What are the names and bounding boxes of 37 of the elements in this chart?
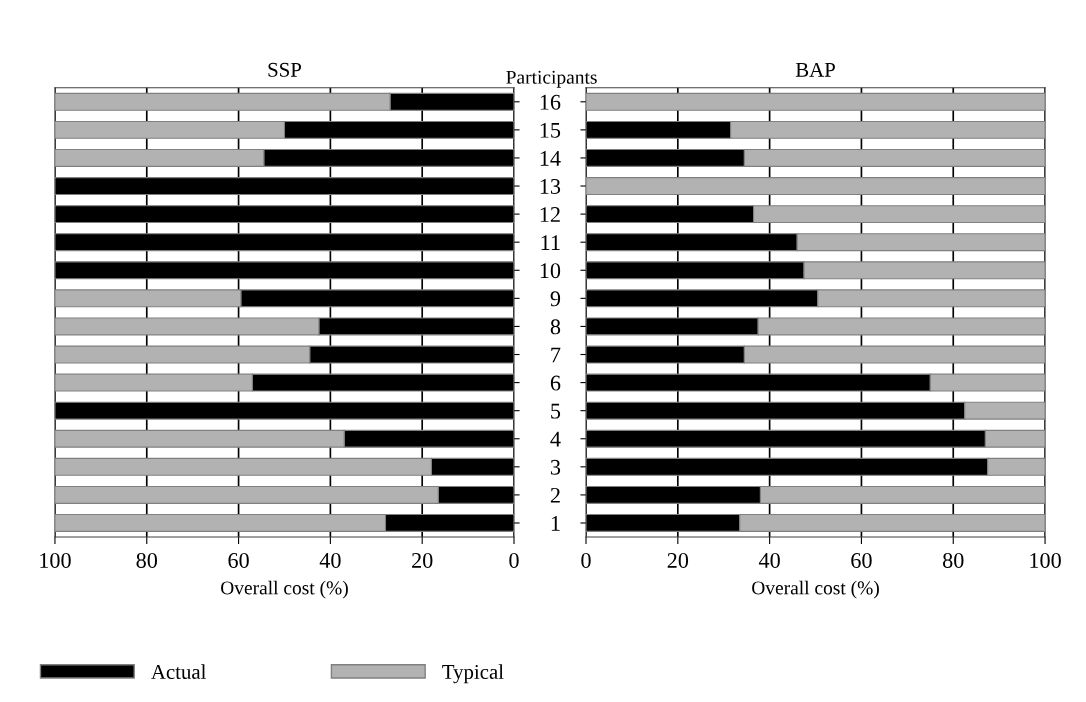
x-tick-label: 40 xyxy=(319,552,341,568)
y-tick-label: 9 xyxy=(550,291,561,307)
y-tick-label: 15 xyxy=(540,122,561,138)
x-tick-label: 20 xyxy=(667,552,689,568)
y-tick-label: 5 xyxy=(551,403,561,419)
x-tick-label: 80 xyxy=(942,552,964,568)
x-tick-label: 80 xyxy=(136,552,158,568)
y-tick-label: 12 xyxy=(540,207,560,222)
chart-title: BAP xyxy=(795,62,835,77)
y-axis-title: Participants xyxy=(506,70,597,88)
legend-label: Actual xyxy=(151,664,206,679)
y-tick-label: 7 xyxy=(551,347,561,363)
y-tick-label: 4 xyxy=(550,431,561,447)
y-tick-label: 11 xyxy=(541,235,560,250)
x-tick-label: 0 xyxy=(509,552,519,568)
y-tick-label: 14 xyxy=(540,150,561,166)
y-tick-label: 16 xyxy=(540,94,561,110)
legend-label: Typical xyxy=(442,664,504,684)
y-tick-label: 8 xyxy=(550,319,561,335)
x-tick-label: 60 xyxy=(851,552,872,568)
x-tick-label: 100 xyxy=(40,552,71,568)
bar xyxy=(586,177,1046,196)
x-axis-title: Overall cost (%) xyxy=(752,580,879,599)
y-tick-label: 6 xyxy=(550,375,561,391)
x-tick-label: 60 xyxy=(228,552,249,568)
x-tick-label: 40 xyxy=(758,552,780,568)
y-tick-label: 1 xyxy=(551,516,560,531)
y-tick-label: 13 xyxy=(540,179,561,194)
x-tick-label: 100 xyxy=(1030,552,1061,568)
y-tick-label: 3 xyxy=(550,459,561,475)
y-tick-label: 2 xyxy=(550,487,560,503)
bar xyxy=(586,92,1046,111)
x-axis-title: Overall cost (%) xyxy=(221,580,348,599)
y-tick-label: 10 xyxy=(540,263,561,279)
chart-title: SSP xyxy=(268,62,302,77)
x-tick-label: 20 xyxy=(412,552,433,568)
x-tick-label: 0 xyxy=(581,552,591,568)
